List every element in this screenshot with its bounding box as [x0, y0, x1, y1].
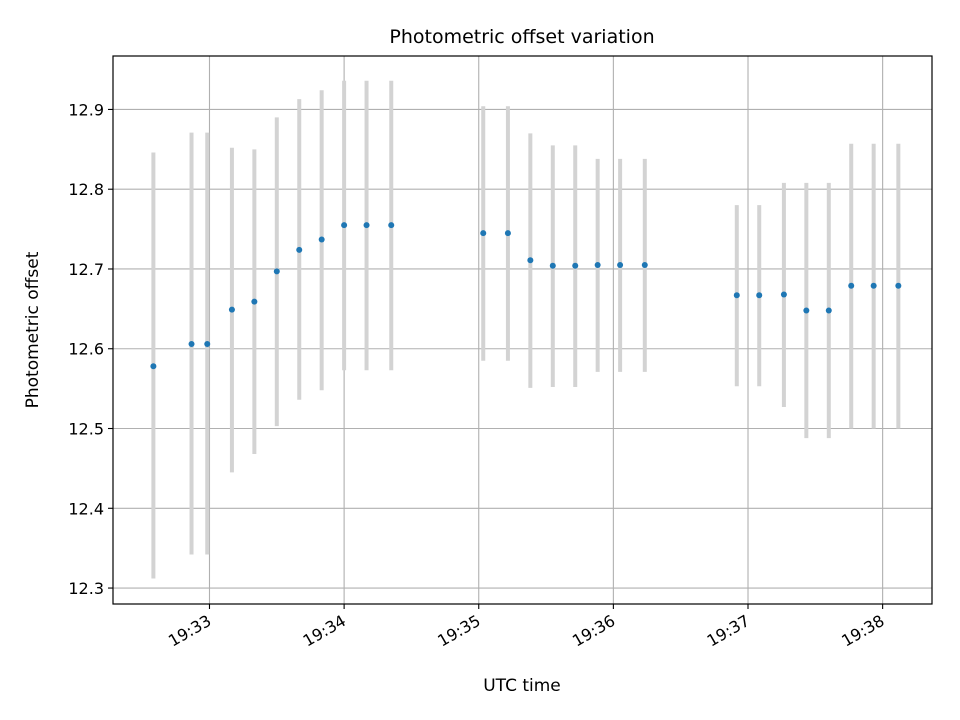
data-point — [480, 230, 487, 237]
y-tick-label: 12.6 — [68, 340, 104, 359]
data-point — [318, 236, 325, 243]
data-point — [895, 282, 902, 289]
data-point — [572, 262, 579, 269]
data-point — [641, 261, 648, 268]
data-point — [617, 261, 624, 268]
data-point — [363, 222, 370, 229]
chart-title: Photometric offset variation — [389, 26, 654, 48]
data-point — [388, 222, 395, 229]
data-point — [228, 306, 235, 313]
data-point — [848, 282, 855, 289]
data-point — [549, 262, 556, 269]
y-axis: 12.3 12.4 12.5 12.6 12.7 12.8 12.9 — [68, 100, 113, 598]
y-tick-label: 12.4 — [68, 499, 104, 518]
data-point — [527, 257, 534, 264]
data-point — [251, 298, 258, 305]
data-point — [296, 246, 303, 253]
grid-layer — [113, 56, 932, 604]
data-point — [780, 291, 787, 298]
y-tick-label: 12.5 — [68, 420, 104, 439]
data-point — [733, 292, 740, 299]
y-tick-label: 12.9 — [68, 100, 104, 119]
data-point — [273, 268, 280, 275]
plot-frame — [112, 55, 933, 605]
data-point — [341, 222, 348, 229]
y-tick-label: 12.7 — [68, 260, 104, 279]
data-point — [756, 292, 763, 299]
data-point — [870, 282, 877, 289]
y-tick-label: 12.8 — [68, 180, 104, 199]
data-point — [204, 340, 211, 347]
data-point — [594, 261, 601, 268]
data-point — [803, 307, 810, 314]
x-axis-title: UTC time — [483, 676, 561, 696]
data-point — [188, 340, 195, 347]
data-point — [150, 363, 157, 370]
y-tick-label: 12.3 — [68, 579, 104, 598]
point-layer — [150, 222, 902, 370]
data-point — [504, 230, 511, 237]
data-point — [825, 307, 832, 314]
y-axis-title: Photometric offset — [23, 251, 43, 408]
